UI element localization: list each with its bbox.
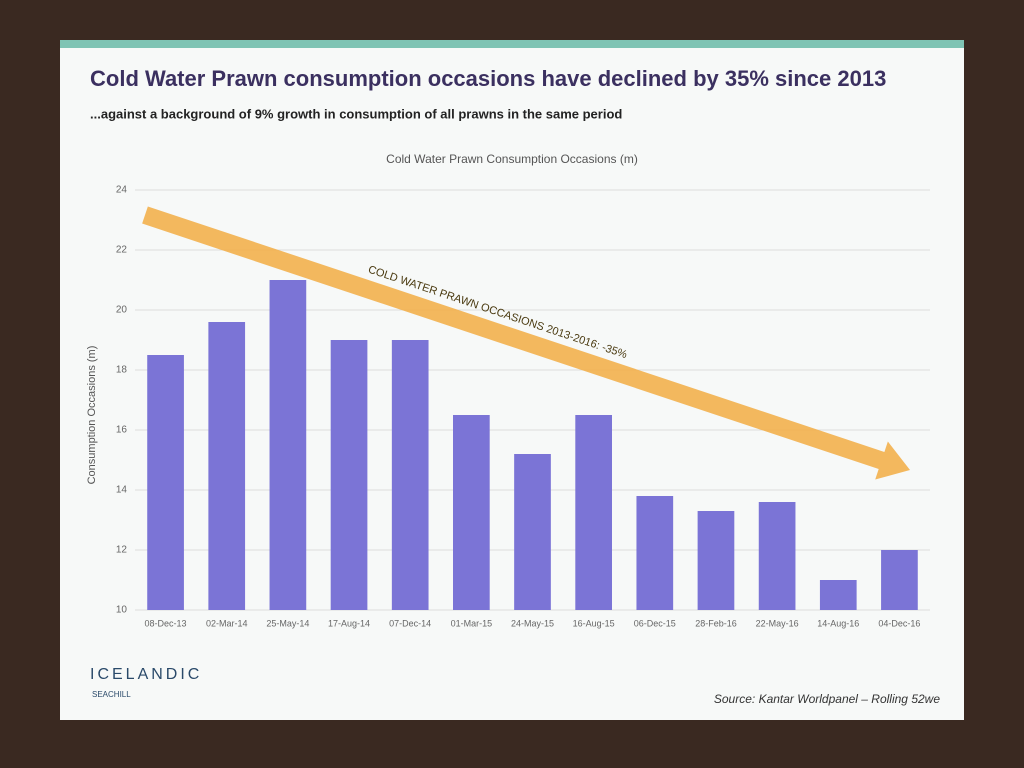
x-tick-label: 22-May-16 <box>756 618 799 628</box>
source: Source: Kantar Worldpanel – Rolling 52we <box>714 692 940 706</box>
bar <box>514 454 551 610</box>
y-tick-label: 12 <box>116 545 128 556</box>
y-tick-label: 22 <box>116 245 128 256</box>
y-tick-label: 24 <box>116 185 128 196</box>
y-tick-label: 10 <box>116 605 128 616</box>
x-tick-label: 25-May-14 <box>266 618 309 628</box>
x-tick-label: 06-Dec-15 <box>634 618 676 628</box>
trend-arrow <box>142 206 911 480</box>
x-tick-label: 16-Aug-15 <box>573 618 615 628</box>
chart-title: Cold Water Prawn Consumption Occasions (… <box>386 152 638 166</box>
bar <box>269 280 307 610</box>
y-axis-label: Consumption Occasions (m) <box>86 346 98 485</box>
bar <box>758 502 796 610</box>
x-tick-label: 17-Aug-14 <box>328 618 370 628</box>
y-tick-label: 14 <box>116 485 128 496</box>
bar <box>697 511 735 610</box>
bar <box>575 415 612 610</box>
x-tick-label: 08-Dec-13 <box>145 618 187 628</box>
y-tick-label: 16 <box>116 425 128 436</box>
bar <box>208 322 246 610</box>
bar <box>453 415 490 610</box>
logo-sub: SEACHILL <box>92 690 131 699</box>
x-tick-label: 07-Dec-14 <box>389 618 431 628</box>
bar <box>330 340 368 610</box>
x-tick-label: 14-Aug-16 <box>817 618 859 628</box>
x-tick-label: 01-Mar-15 <box>451 618 493 628</box>
slide-subtitle: ...against a background of 9% growth in … <box>90 106 622 121</box>
bar <box>636 496 674 610</box>
x-tick-label: 28-Feb-16 <box>695 618 737 628</box>
slide-title: Cold Water Prawn consumption occasions h… <box>90 66 886 91</box>
bar <box>391 340 429 610</box>
x-tick-label: 02-Mar-14 <box>206 618 248 628</box>
bar <box>881 550 918 610</box>
slide-bar <box>60 40 964 48</box>
bar <box>147 355 184 610</box>
x-tick-label: 24-May-15 <box>511 618 554 628</box>
y-tick-label: 20 <box>116 305 128 316</box>
logo: ICELANDIC <box>90 666 202 683</box>
x-tick-label: 04-Dec-16 <box>878 618 920 628</box>
bar <box>819 580 857 610</box>
y-tick-label: 18 <box>116 365 128 376</box>
